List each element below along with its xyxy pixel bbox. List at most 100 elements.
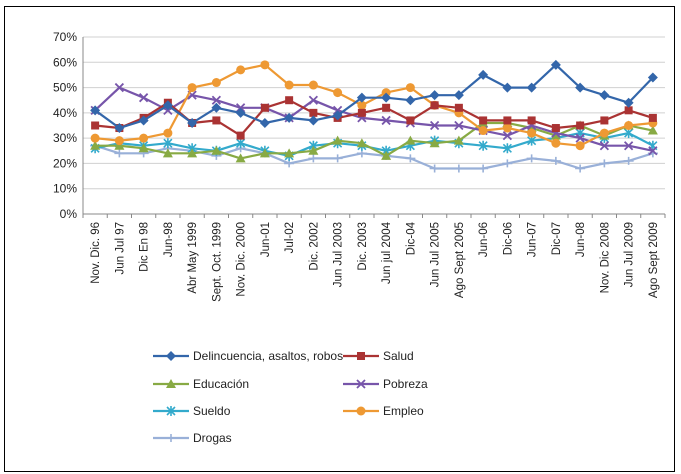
- y-tick-label: 50%: [53, 81, 77, 95]
- data-point: [599, 128, 609, 138]
- data-point: [308, 80, 318, 90]
- x-tick-label: Dic-04: [405, 221, 417, 255]
- y-tick-labels: 0% 10% 20% 30% 40% 50% 60% 70%: [53, 30, 77, 221]
- data-point: [382, 103, 391, 112]
- legend-marker: [356, 406, 366, 416]
- data-point: [259, 148, 270, 158]
- data-point: [405, 154, 416, 163]
- data-point: [211, 78, 221, 88]
- data-point: [236, 65, 246, 75]
- data-point: [139, 133, 149, 143]
- data-point: [162, 148, 173, 158]
- y-tick-label: 20%: [53, 156, 77, 170]
- data-point: [575, 141, 585, 151]
- data-point: [356, 138, 367, 148]
- series-0: [90, 59, 658, 134]
- data-point: [308, 95, 319, 105]
- data-point: [235, 103, 246, 113]
- legend-marker: [166, 434, 176, 442]
- data-point: [285, 96, 294, 105]
- data-point: [623, 141, 634, 151]
- data-point: [284, 112, 295, 123]
- data-point: [550, 59, 561, 70]
- data-point: [453, 164, 464, 173]
- legend-label: Pobreza: [383, 377, 428, 391]
- legend-marker: [166, 406, 176, 416]
- data-point: [550, 130, 561, 140]
- x-tick-label: Dic. 2002: [308, 222, 320, 271]
- legend-item: Empleo: [343, 404, 424, 418]
- y-tick-label: 60%: [53, 55, 77, 69]
- data-point: [211, 95, 222, 105]
- data-point: [236, 131, 245, 140]
- data-point: [381, 92, 392, 103]
- x-tick-label: Jun-07: [527, 222, 539, 257]
- legend-label: Educación: [193, 377, 249, 391]
- x-tick-label: Dic En 98: [139, 222, 151, 272]
- legend-item: Drogas: [153, 431, 232, 445]
- series-6: [90, 141, 658, 173]
- data-point: [381, 115, 391, 126]
- legend-label: Salud: [383, 349, 414, 363]
- data-point: [575, 133, 585, 143]
- data-point: [90, 105, 101, 116]
- data-point: [212, 116, 221, 125]
- data-point: [478, 69, 489, 80]
- data-point: [138, 93, 149, 103]
- data-point: [478, 126, 488, 136]
- data-point: [332, 154, 343, 163]
- y-tick-label: 30%: [53, 131, 77, 145]
- x-tick-label: Jun-06: [478, 222, 490, 257]
- x-tick-label: Jun-01: [260, 222, 272, 257]
- x-tick-label: Nov. Dic. 96: [90, 222, 102, 284]
- data-point: [503, 116, 512, 125]
- y-tick-label: 10%: [53, 182, 77, 196]
- data-point: [599, 141, 610, 151]
- x-tick-label: Dic. 2003: [357, 222, 369, 271]
- data-point: [138, 143, 149, 153]
- legend-marker: [356, 379, 366, 389]
- legend-marker: [166, 379, 176, 388]
- data-point: [114, 136, 124, 146]
- series-5: [90, 60, 658, 151]
- data-point: [623, 97, 634, 108]
- data-point: [600, 116, 609, 125]
- data-point: [502, 143, 512, 154]
- data-point: [356, 92, 367, 103]
- legend-item: Salud: [343, 349, 414, 363]
- data-point: [114, 82, 125, 93]
- legend-marker: [166, 351, 176, 361]
- data-point: [332, 135, 343, 145]
- data-point: [623, 156, 634, 165]
- data-point: [308, 154, 319, 163]
- data-point: [429, 164, 440, 173]
- chart-frame: 0% 10% 20% 30% 40% 50% 60% 70% Nov. Dic. 96 Jun …: [4, 6, 675, 472]
- x-tick-label: Jun Jul 2003: [333, 222, 345, 287]
- data-point: [526, 154, 537, 163]
- series-line: [94, 86, 654, 152]
- data-point: [114, 149, 125, 158]
- data-point: [526, 82, 537, 93]
- data-point: [90, 140, 101, 150]
- data-point: [502, 123, 512, 133]
- data-point: [647, 72, 658, 83]
- line-chart: 0% 10% 20% 30% 40% 50% 60% 70% Nov. Dic. 96 Jun …: [53, 30, 666, 445]
- data-point: [211, 145, 222, 155]
- data-point: [259, 117, 270, 128]
- data-point: [624, 106, 633, 115]
- data-point: [405, 83, 415, 93]
- data-point: [211, 102, 222, 113]
- data-point: [550, 156, 561, 165]
- data-point: [405, 135, 416, 145]
- data-point: [647, 125, 658, 135]
- data-point: [138, 115, 149, 126]
- x-tick-label: Jun jul 2004: [381, 221, 393, 284]
- data-point: [453, 90, 464, 101]
- data-point: [527, 128, 537, 138]
- data-point: [357, 108, 366, 117]
- series-2: [90, 117, 658, 163]
- data-point: [235, 107, 246, 118]
- data-point: [187, 148, 198, 158]
- data-point: [454, 103, 463, 112]
- data-point: [575, 164, 586, 173]
